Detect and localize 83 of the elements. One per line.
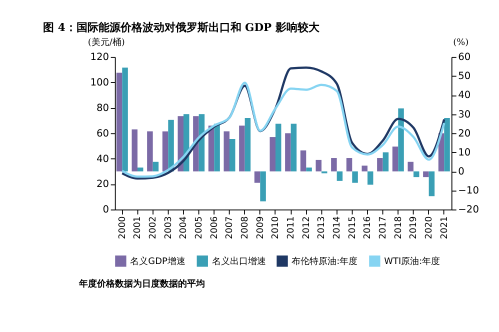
- y2-tick-label: 30: [458, 109, 471, 120]
- bar: [152, 162, 159, 172]
- y-tick-label: 40: [96, 154, 110, 165]
- bar: [428, 171, 435, 196]
- legend-label: WTI原油:年度: [384, 256, 440, 267]
- y-tick-label: 20: [96, 179, 110, 190]
- x-tick-label: 2000: [118, 216, 128, 240]
- text: 年度价格数据为日度数据的平均: [78, 278, 205, 290]
- bar: [224, 131, 230, 172]
- bar: [300, 150, 306, 172]
- x-tick-label: 2001: [133, 216, 144, 240]
- bar: [239, 126, 245, 172]
- bar: [367, 171, 374, 185]
- x-tick-label: 2002: [148, 216, 159, 240]
- bar: [352, 171, 358, 183]
- y2-axis-title: (%): [453, 38, 469, 48]
- x-tick-label: 2010: [271, 216, 282, 240]
- x-tick-label: 2021: [440, 216, 450, 240]
- y2-tick-label: −10: [458, 186, 479, 197]
- y-tick-label: 120: [90, 52, 110, 64]
- bar: [254, 171, 260, 183]
- x-tick-label: 2014: [332, 216, 343, 240]
- y-axis-title: (美元/桶): [88, 36, 125, 48]
- y2-tick-label: 60: [458, 52, 471, 64]
- y2-tick-label: 40: [458, 90, 471, 102]
- y-tick-label: 0: [102, 204, 110, 216]
- bar: [377, 158, 383, 172]
- y2-tick-label: 10: [458, 147, 471, 158]
- bar: [244, 118, 251, 172]
- x-tick-label: 2005: [194, 216, 205, 240]
- x-tick-label: 2007: [225, 216, 236, 240]
- y-tick-label: 80: [96, 102, 110, 114]
- x-tick-label: 2016: [363, 216, 374, 240]
- bar: [382, 152, 389, 172]
- bar: [229, 138, 236, 172]
- bar: [168, 120, 174, 172]
- y-tick-label: 100: [90, 78, 110, 89]
- x-tick-label: 2019: [409, 216, 420, 240]
- bar: [122, 68, 128, 172]
- bar: [137, 168, 144, 172]
- bar: [306, 168, 312, 172]
- chart-title: 图 4：国际能源价格波动对俄罗斯出口和 GDP 影响较大: [43, 20, 320, 34]
- bar: [270, 137, 276, 172]
- bar: [331, 158, 337, 172]
- y2-tick-label: 20: [458, 128, 471, 140]
- bar: [290, 124, 297, 172]
- x-tick-label: 2008: [240, 216, 251, 240]
- bar: [362, 166, 368, 172]
- x-tick-label: 2004: [179, 216, 190, 240]
- bar: [162, 131, 168, 172]
- bar: [444, 118, 450, 172]
- bar: [147, 131, 153, 172]
- x-tick-label: 2003: [164, 216, 174, 240]
- bar: [346, 158, 352, 172]
- x-tick-label: 2012: [302, 216, 312, 240]
- bar: [285, 133, 291, 172]
- bar: [392, 146, 398, 172]
- bar: [423, 171, 429, 178]
- x-tick-label: 2017: [378, 216, 389, 240]
- x-tick-label: 2020: [424, 216, 435, 240]
- bar: [116, 72, 122, 172]
- x-tick-label: 2006: [210, 216, 220, 240]
- bar: [316, 160, 322, 172]
- bar: [214, 124, 220, 172]
- bar: [336, 171, 343, 181]
- bar: [260, 171, 266, 202]
- bar: [132, 129, 138, 172]
- x-tick-label: 2009: [256, 216, 266, 240]
- x-tick-label: 2018: [394, 216, 404, 240]
- y-tick-label: 60: [96, 128, 110, 140]
- legend-label: 名义出口增速: [212, 256, 266, 267]
- x-tick-label: 2011: [286, 216, 297, 240]
- x-tick-label: 2015: [348, 216, 358, 240]
- y2-tick-label: 50: [458, 71, 471, 82]
- bar: [275, 124, 282, 172]
- bar: [398, 108, 404, 172]
- bar: [408, 162, 414, 172]
- bar: [413, 171, 420, 178]
- y2-tick-label: 0: [458, 166, 464, 178]
- legend-label: 名义GDP增速: [130, 256, 186, 267]
- y2-tick-label: −20: [458, 204, 479, 216]
- legend-label: 布伦特原油:年度: [292, 256, 358, 267]
- x-tick-label: 2013: [317, 216, 328, 240]
